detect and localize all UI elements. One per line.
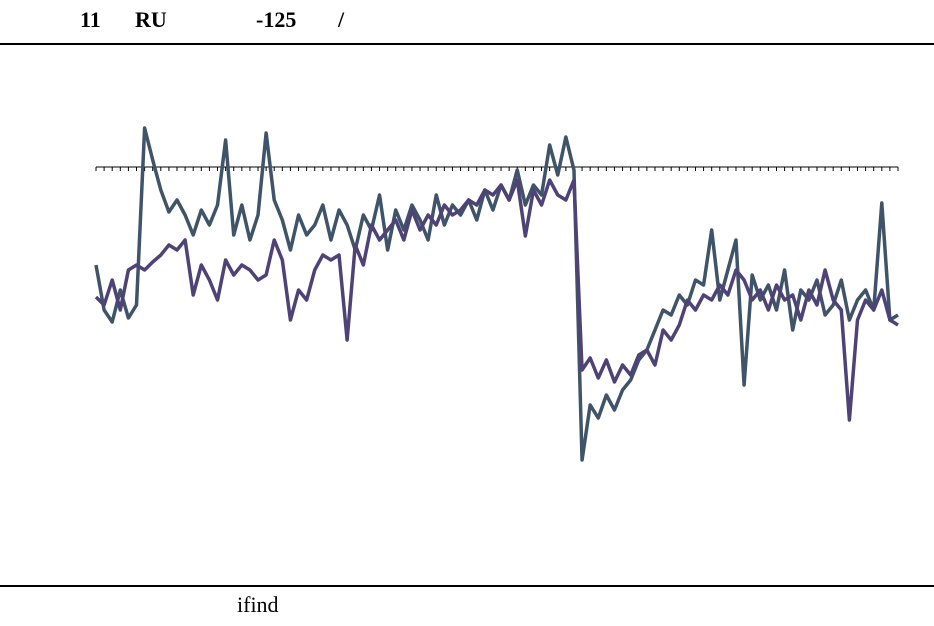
header-text: -125 [256, 7, 296, 32]
header-text: RU [135, 7, 167, 32]
header-text: / [337, 7, 345, 32]
series-line [94, 178, 899, 422]
header-text: 11 [80, 7, 101, 32]
series-line [94, 126, 899, 462]
footer-source: ifind [237, 592, 279, 617]
